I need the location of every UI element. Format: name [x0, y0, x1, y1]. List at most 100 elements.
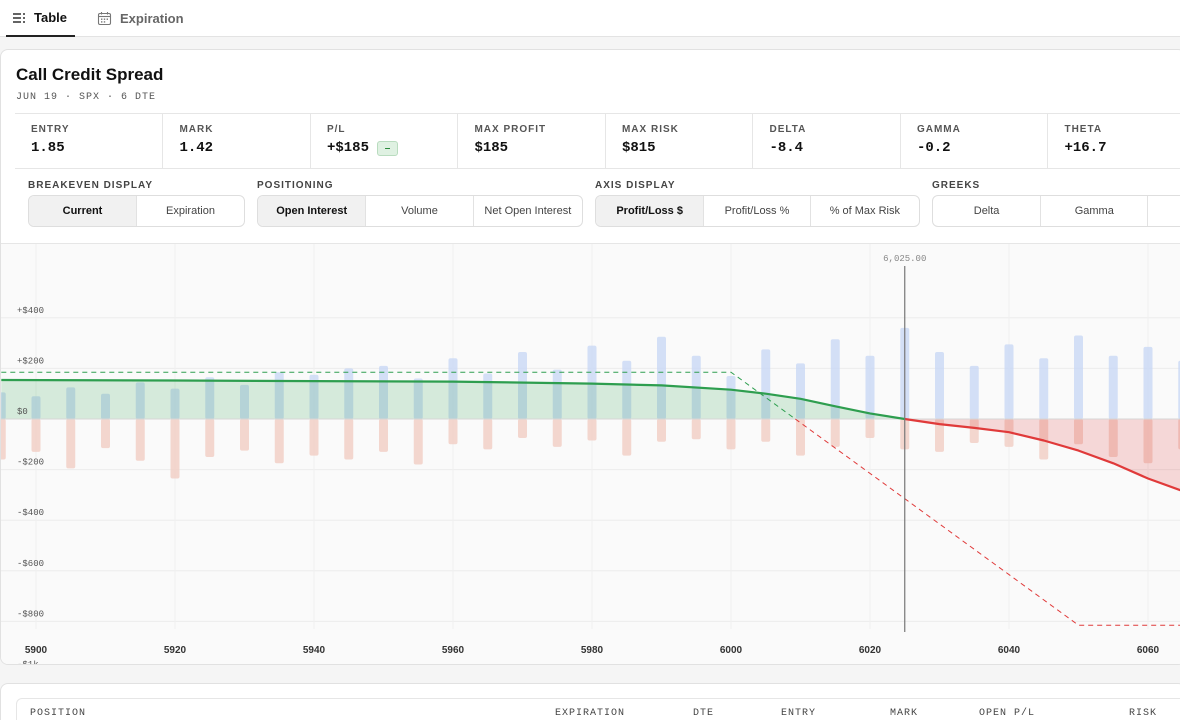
x-tick-label: 6000 [720, 645, 743, 656]
col-entry[interactable]: ENTRY [781, 708, 817, 719]
x-tick-label: 5940 [303, 645, 326, 656]
expiration-payoff-line-profit [1, 371, 796, 420]
oi-bar-call [170, 388, 180, 419]
oi-bar-call [413, 378, 423, 419]
stats-row: ENTRY 1.85 MARK 1.42 P/L +$185 – MAX PRO… [15, 113, 1180, 169]
oi-bar-call [1039, 358, 1049, 419]
x-tick-label: 5980 [581, 645, 604, 656]
oi-bar-put [969, 419, 979, 444]
oi-bar-put [31, 419, 41, 452]
percent-max-risk-button[interactable]: % of Max Risk [809, 196, 919, 226]
x-tick-label: 5960 [442, 645, 465, 656]
tab-expiration-label: Expiration [120, 11, 184, 26]
volume-button[interactable]: Volume [365, 196, 472, 226]
greeks-toggle: Delta Gamma [932, 195, 1180, 227]
greek-gamma-button[interactable]: Gamma [1040, 196, 1147, 226]
axis-display-label: AXIS DISPLAY [595, 180, 676, 191]
oi-bar-call [518, 351, 527, 419]
oi-bar-call [726, 375, 736, 419]
greeks-label: GREEKS [932, 180, 981, 191]
oi-bar-put [1039, 419, 1049, 460]
greek-more-button[interactable] [1147, 196, 1180, 226]
tab-table[interactable]: Table [6, 0, 75, 37]
x-tick-label: 6060 [1137, 645, 1160, 656]
oi-bar-call [240, 384, 249, 419]
tab-table-label: Table [34, 10, 67, 25]
oi-bar-put [1074, 419, 1083, 445]
oi-bar-put [657, 419, 666, 442]
current-payoff-line-profit [1, 378, 905, 421]
stat-value: 1.42 [179, 140, 214, 156]
breakeven-current-button[interactable]: Current [29, 196, 136, 226]
stat-label: DELTA [769, 124, 807, 135]
oi-bar-put [1143, 419, 1153, 464]
oi-bar-call [830, 339, 840, 419]
stat-max-risk: MAX RISK $815 [604, 114, 753, 168]
oi-bar-put [691, 419, 701, 440]
payoff-chart-svg: 6,025.00 +$400 +$200 $0 -$200 -$400 -$600 -$800… [1, 244, 1180, 665]
oi-bar-put [344, 419, 354, 460]
stat-value: -8.4 [769, 140, 804, 156]
oi-bar-put [865, 419, 875, 438]
oi-bar-call [761, 349, 771, 419]
profit-loss-percent-button[interactable]: Profit/Loss % [703, 196, 809, 226]
col-risk[interactable]: RISK [1129, 708, 1158, 719]
positions-table-header: POSITION EXPIRATION DTE ENTRY MARK OPEN … [16, 698, 1180, 720]
oi-bar-put [240, 419, 249, 451]
stat-pl: P/L +$185 – [309, 114, 458, 168]
oi-bar-put [101, 419, 110, 449]
net-open-interest-button[interactable]: Net Open Interest [472, 196, 582, 226]
x-tick-label: 5900 [25, 645, 48, 656]
stat-theta: THETA +16.7 [1047, 114, 1180, 168]
oi-bar-put [726, 419, 736, 450]
oi-bar-call [587, 345, 597, 419]
oi-bar-put [309, 419, 319, 456]
payoff-chart[interactable]: 6,025.00 +$400 +$200 $0 -$200 -$400 -$600 -$800… [1, 243, 1180, 664]
breakeven-display-label: BREAKEVEN DISPLAY [28, 180, 153, 191]
oi-bar-put [622, 419, 632, 456]
oi-bar-put [552, 419, 562, 447]
oi-bar-put [135, 419, 145, 461]
stat-label: MAX PROFIT [474, 124, 547, 135]
stat-value: 1.85 [31, 140, 65, 156]
oi-bar-call [969, 365, 979, 419]
strategy-card: Call Credit Spread JUN 19 · SPX · 6 DTE … [0, 49, 1180, 665]
oi-bar-call [309, 374, 319, 419]
oi-bar-call [1108, 355, 1118, 419]
spot-price-label: 6,025.00 [883, 254, 926, 264]
positioning-toggle: Open Interest Volume Net Open Interest [257, 195, 583, 227]
col-dte[interactable]: DTE [693, 708, 715, 719]
col-expiration[interactable]: EXPIRATION [555, 708, 626, 719]
oi-bar-call [31, 396, 41, 419]
y-tick-label: +$200 [17, 356, 44, 366]
y-tick-label: -$200 [17, 458, 44, 468]
stat-label: THETA [1064, 124, 1103, 135]
x-tick-label: 6020 [859, 645, 882, 656]
stat-label: GAMMA [916, 124, 961, 135]
stat-value: $815 [621, 140, 656, 156]
x-tick-label: 6040 [998, 645, 1021, 656]
y-tick-label: -$800 [17, 609, 44, 619]
col-position[interactable]: POSITION [30, 708, 87, 719]
oi-bar-put [1108, 419, 1118, 457]
tab-expiration[interactable]: Expiration [97, 0, 184, 37]
y-tick-label: -$400 [17, 508, 44, 518]
calendar-icon [97, 11, 112, 26]
oi-bar-call [274, 372, 284, 419]
col-mark[interactable]: MARK [890, 708, 919, 719]
pl-change-badge: – [376, 140, 398, 156]
y-tick-label: -$1k [17, 660, 39, 665]
oi-bar-call [865, 355, 875, 419]
stat-mark: MARK 1.42 [162, 114, 310, 168]
profit-loss-dollar-button[interactable]: Profit/Loss $ [596, 196, 704, 226]
stat-delta: DELTA -8.4 [752, 114, 900, 168]
greek-delta-button[interactable]: Delta [973, 205, 1000, 217]
open-interest-button[interactable]: Open Interest [258, 196, 366, 226]
oi-bar-put [274, 419, 284, 464]
col-open-pl[interactable]: OPEN P/L [979, 708, 1036, 719]
strategy-subtitle: JUN 19 · SPX · 6 DTE [16, 92, 157, 103]
oi-bar-call [448, 358, 458, 419]
oi-bar-put [448, 419, 458, 445]
breakeven-expiration-button[interactable]: Expiration [136, 196, 244, 226]
y-tick-label: +$400 [17, 306, 44, 316]
